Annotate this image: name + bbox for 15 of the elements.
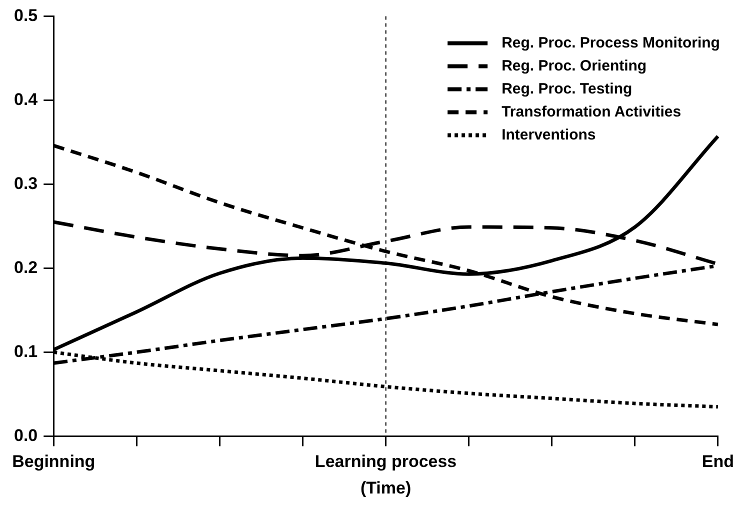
x-axis-title: (Time) <box>360 478 412 498</box>
y-tick-label: 0.1 <box>14 342 38 361</box>
x-tick-label: Beginning <box>12 452 96 472</box>
x-tick-label: Learning process <box>314 452 457 472</box>
x-tick-label: End <box>702 452 734 472</box>
y-tick-label: 0.5 <box>14 6 38 25</box>
y-tick-label: 0.4 <box>14 90 38 109</box>
y-tick-label: 0.2 <box>14 258 38 277</box>
legend-label: Reg. Proc. Process Monitoring <box>502 34 720 52</box>
y-tick-label: 0.3 <box>14 174 38 193</box>
legend-label: Interventions <box>502 126 596 144</box>
legend-label: Transformation Activities <box>502 103 682 120</box>
y-tick-label: 0.0 <box>14 426 38 445</box>
legend-label: Reg. Proc. Orienting <box>502 57 647 74</box>
legend-label: Reg. Proc. Testing <box>502 80 632 98</box>
